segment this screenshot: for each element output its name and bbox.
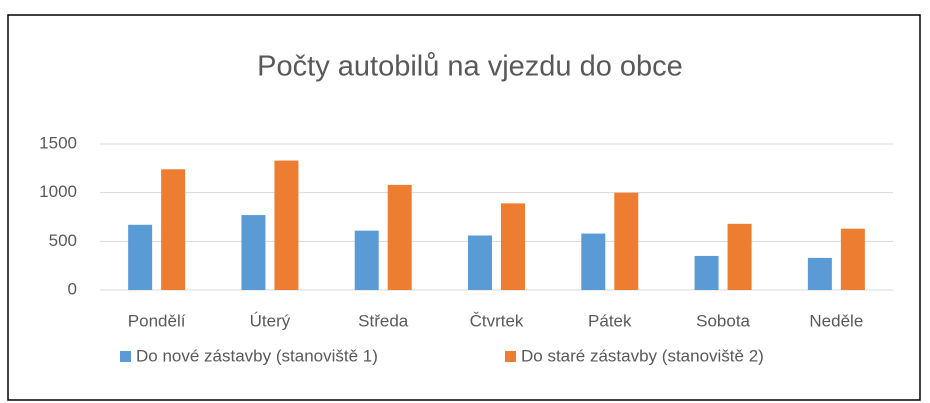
bar [694,255,719,290]
bar [241,215,266,290]
x-tick-label: Úterý [250,311,291,330]
y-tick-label: 0 [68,279,77,298]
y-tick-label: 1500 [39,133,77,152]
y-tick-label: 1000 [39,182,77,201]
bar [128,224,153,290]
bar [387,184,412,290]
bar [501,203,525,290]
chart-border [7,14,921,401]
bar [840,228,865,290]
bar [354,230,379,290]
bar [614,192,639,290]
x-tick-label: Sobota [696,311,750,330]
bar [807,257,832,290]
bar [468,235,492,290]
x-tick-label: Pondělí [128,311,186,330]
x-tick-label: Čtvrtek [470,311,524,330]
bar [581,233,606,290]
x-tick-label: Neděle [809,311,863,330]
legend-swatch [505,351,516,362]
x-tick-label: Středa [358,311,409,330]
y-tick-label: 500 [49,231,77,250]
legend-swatch [120,351,131,362]
bar [727,223,752,290]
legend-label: Do nové zástavby (stanoviště 1) [136,346,378,365]
chart-title: Počty autobilů na vjezdu do obce [257,51,683,83]
x-tick-label: Pátek [588,311,632,330]
bar [274,160,299,290]
legend-label: Do staré zástavby (stanoviště 2) [521,346,764,365]
bar [161,169,186,290]
